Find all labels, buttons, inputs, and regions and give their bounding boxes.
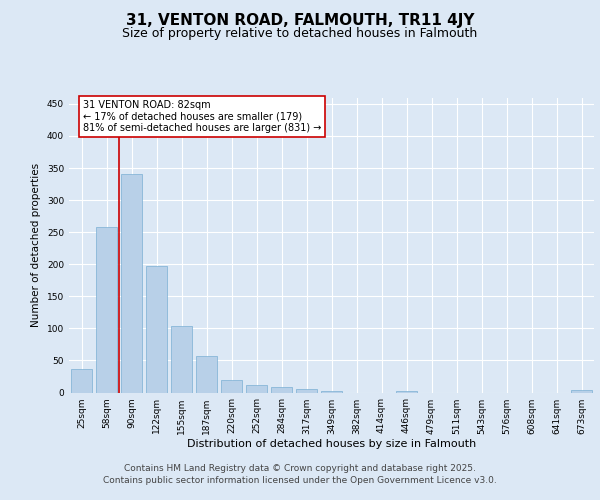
- Bar: [146, 266, 167, 392]
- Bar: [396, 390, 417, 392]
- Y-axis label: Number of detached properties: Number of detached properties: [31, 163, 41, 327]
- X-axis label: Distribution of detached houses by size in Falmouth: Distribution of detached houses by size …: [187, 440, 476, 450]
- Text: 31, VENTON ROAD, FALMOUTH, TR11 4JY: 31, VENTON ROAD, FALMOUTH, TR11 4JY: [126, 12, 474, 28]
- Bar: [196, 356, 217, 393]
- Bar: [571, 390, 592, 392]
- Bar: [321, 391, 342, 392]
- Bar: [296, 390, 317, 392]
- Bar: [246, 386, 267, 392]
- Bar: [71, 369, 92, 392]
- Text: Contains public sector information licensed under the Open Government Licence v3: Contains public sector information licen…: [103, 476, 497, 485]
- Bar: [171, 326, 192, 392]
- Text: Size of property relative to detached houses in Falmouth: Size of property relative to detached ho…: [122, 28, 478, 40]
- Text: 31 VENTON ROAD: 82sqm
← 17% of detached houses are smaller (179)
81% of semi-det: 31 VENTON ROAD: 82sqm ← 17% of detached …: [83, 100, 321, 134]
- Bar: [96, 227, 117, 392]
- Bar: [221, 380, 242, 392]
- Bar: [121, 174, 142, 392]
- Bar: [271, 388, 292, 392]
- Text: Contains HM Land Registry data © Crown copyright and database right 2025.: Contains HM Land Registry data © Crown c…: [124, 464, 476, 473]
